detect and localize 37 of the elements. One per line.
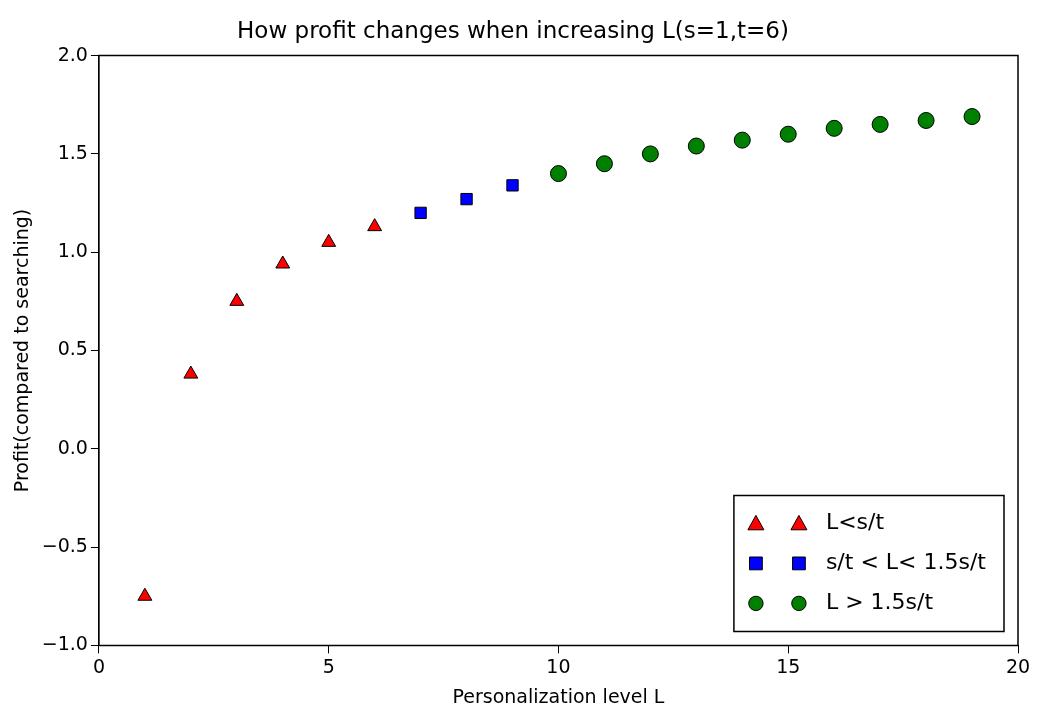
point xyxy=(595,155,613,173)
point xyxy=(687,137,705,155)
point xyxy=(549,165,567,183)
point xyxy=(460,192,473,206)
point xyxy=(917,111,935,129)
x-tick-label: 5 xyxy=(322,654,335,677)
y-tick-label: −1.0 xyxy=(41,632,88,655)
point xyxy=(321,233,337,247)
point xyxy=(641,145,659,163)
point xyxy=(871,115,889,133)
y-tick-label: −0.5 xyxy=(41,534,88,557)
point xyxy=(733,131,751,149)
point xyxy=(367,218,383,232)
x-tick-label: 0 xyxy=(92,654,105,677)
point xyxy=(506,179,519,192)
point xyxy=(137,587,153,601)
point xyxy=(825,119,843,137)
point xyxy=(963,108,981,126)
x-tick-label: 20 xyxy=(1005,654,1031,677)
x-tick-label: 15 xyxy=(776,654,801,677)
point xyxy=(229,292,245,306)
legend-label: s/t < L< 1.5s/t xyxy=(825,549,987,575)
point xyxy=(183,365,199,379)
legend-label: L<s/t xyxy=(825,509,885,535)
chart-title: How profit changes when increasing L(s=1,t=6) xyxy=(237,16,789,43)
point xyxy=(414,206,427,220)
y-tick-label: 1.5 xyxy=(57,140,88,163)
x-axis-title: Personalization level L xyxy=(452,684,665,707)
y-tick-label: 2.0 xyxy=(57,42,88,65)
y-axis-title: Profit(compared to searching) xyxy=(10,208,33,493)
point xyxy=(779,125,797,143)
x-tick-label: 10 xyxy=(546,654,571,677)
y-tick-label: 1.0 xyxy=(57,239,88,262)
legend-label: L > 1.5s/t xyxy=(825,589,934,615)
point xyxy=(275,255,291,269)
y-tick-label: 0.0 xyxy=(57,435,88,458)
y-tick-label: 0.5 xyxy=(57,337,88,360)
